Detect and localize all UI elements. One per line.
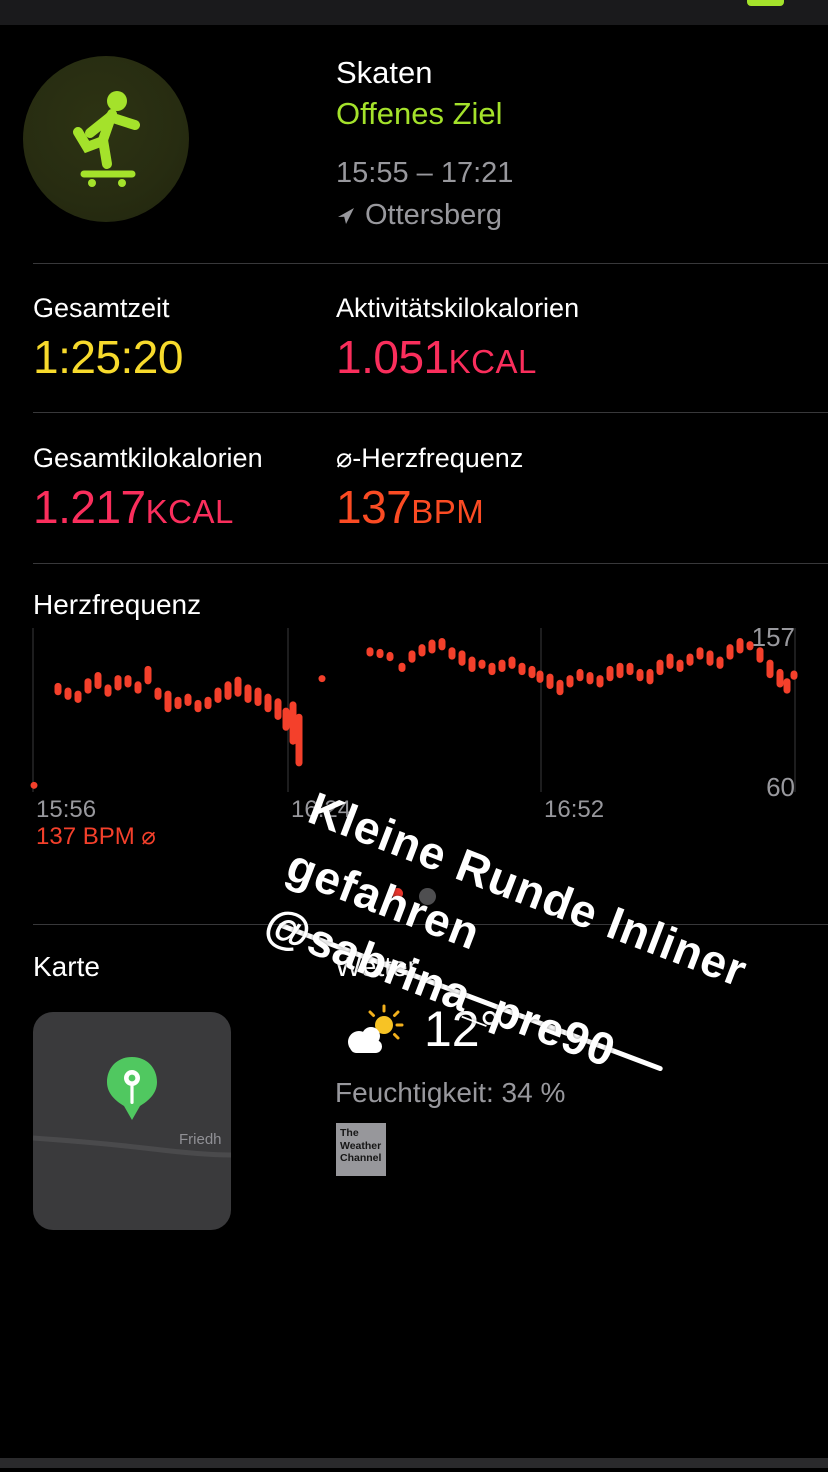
stat-unit-total-kcal: KCAL bbox=[145, 493, 234, 530]
stat-value-active-kcal: 1.051KCAL bbox=[336, 330, 537, 384]
stat-value-avg-heart-rate: 137BPM bbox=[336, 480, 484, 534]
provider-line: The bbox=[340, 1127, 359, 1139]
workout-title: Skaten bbox=[336, 55, 433, 90]
hr-axis-min-label: 60 bbox=[766, 772, 795, 802]
humidity-label: Feuchtigkeit: 34 % bbox=[335, 1077, 566, 1108]
stat-value-total-kcal: 1.217KCAL bbox=[33, 480, 234, 534]
overlay-sticker-remnant-gray bbox=[419, 888, 436, 905]
map-pin-icon bbox=[107, 1057, 157, 1120]
weather-provider-logo[interactable]: The Weather Channel bbox=[336, 1123, 386, 1176]
avg-heart-rate-label: 137 BPM ⌀ bbox=[36, 823, 156, 850]
map-card[interactable]: Friedh bbox=[33, 1012, 231, 1230]
stat-label-total-time: Gesamtzeit bbox=[33, 293, 170, 323]
weather-section-title: Wetter bbox=[335, 951, 417, 982]
stat-unit-avg-heart-rate: BPM bbox=[411, 493, 485, 530]
stat-label-total-kcal: Gesamtkilokalorien bbox=[33, 443, 263, 473]
location-name: Ottersberg bbox=[365, 199, 502, 231]
location-row: Ottersberg bbox=[336, 199, 502, 232]
story-overlay-text: Kleine Runde Inliner gefahren @sabrina_p… bbox=[256, 778, 755, 1115]
stat-value-avg-heart-rate-number: 137 bbox=[336, 481, 412, 533]
hr-tick-1: 15:56 bbox=[36, 796, 97, 823]
hr-tick-2: 16:24 bbox=[291, 796, 352, 823]
bottom-bar bbox=[0, 1458, 828, 1468]
stat-value-active-kcal-number: 1.051 bbox=[336, 331, 449, 383]
heart-rate-section-title: Herzfrequenz bbox=[33, 589, 202, 620]
overlay-sticker-remnant-red bbox=[392, 888, 403, 899]
status-bar bbox=[0, 0, 828, 25]
provider-line: Channel bbox=[340, 1152, 382, 1165]
workout-time-range: 15:55 – 17:21 bbox=[336, 157, 514, 189]
stat-value-total-time-number: 1:25:20 bbox=[33, 331, 183, 383]
stat-value-total-time: 1:25:20 bbox=[33, 330, 183, 384]
stat-value-total-kcal-number: 1.217 bbox=[33, 481, 146, 533]
workout-icon-badge bbox=[23, 56, 189, 222]
hr-tick-3: 16:52 bbox=[544, 796, 605, 823]
divider bbox=[33, 563, 828, 564]
divider bbox=[33, 924, 828, 925]
map-road-label: Friedh bbox=[179, 1131, 222, 1148]
sun-behind-cloud-icon bbox=[348, 1004, 404, 1053]
location-arrow-icon bbox=[338, 207, 354, 224]
provider-line: Weather bbox=[340, 1139, 382, 1152]
hr-axis-max-label: 157 bbox=[751, 622, 795, 652]
temperature: 12° bbox=[424, 1001, 500, 1057]
workout-goal: Offenes Ziel bbox=[336, 96, 503, 131]
heart-rate-chart bbox=[30, 628, 798, 792]
map-section-title: Karte bbox=[33, 951, 100, 982]
skateboarder-icon bbox=[73, 91, 140, 187]
stat-unit-active-kcal: KCAL bbox=[448, 343, 537, 380]
divider bbox=[33, 412, 828, 413]
status-pill bbox=[747, 0, 784, 6]
map-road bbox=[33, 1135, 231, 1158]
divider bbox=[33, 263, 828, 264]
stat-label-active-kcal: Aktivitätskilokalorien bbox=[336, 293, 580, 323]
stat-label-avg-heart-rate: ⌀-Herzfrequenz bbox=[336, 443, 524, 473]
